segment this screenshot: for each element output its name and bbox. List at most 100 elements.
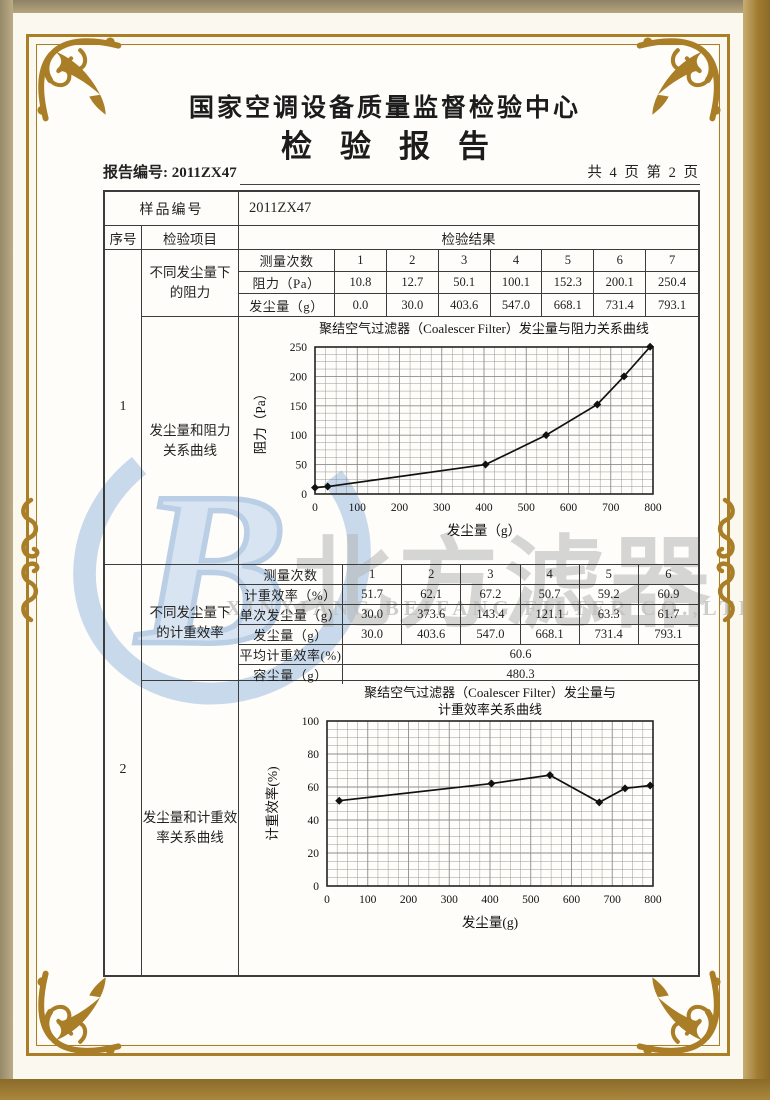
table-cell: 2 xyxy=(386,250,439,272)
svg-text:0: 0 xyxy=(301,489,307,501)
row-label: 测量次数 xyxy=(239,250,335,272)
table-cell: 50.7 xyxy=(520,585,580,605)
item-resistance: 不同发尘量下 的阻力 xyxy=(142,250,239,317)
dust-capacity-value: 480.3 xyxy=(506,667,535,681)
item-resistance-curve: 发尘量和阻力 关系曲线 xyxy=(142,317,239,565)
frame-corner-ornament-icon xyxy=(37,970,122,1055)
table-cell: 63.3 xyxy=(579,605,639,625)
table-cell: 7 xyxy=(646,250,698,272)
svg-text:50: 50 xyxy=(296,460,308,472)
table-cell: 547.0 xyxy=(461,625,521,645)
svg-text:600: 600 xyxy=(563,894,581,906)
svg-text:80: 80 xyxy=(308,749,320,761)
report-number: 报告编号: 2011ZX47 xyxy=(103,165,237,181)
table-cell: 51.7 xyxy=(343,585,403,605)
table-cell: 373.6 xyxy=(402,605,462,625)
svg-text:0: 0 xyxy=(324,894,330,906)
col-header-item: 检验项目 xyxy=(142,226,239,249)
table-cell: 0.0 xyxy=(335,294,387,316)
table-cell: 10.8 xyxy=(335,272,387,294)
col-header-serial: 序号 xyxy=(105,226,142,249)
report-number-rule xyxy=(240,184,700,185)
svg-text:发尘量(g): 发尘量(g) xyxy=(462,915,518,930)
row-label: 测量次数 xyxy=(239,565,343,585)
svg-text:0: 0 xyxy=(313,881,319,893)
table-cell: 731.4 xyxy=(579,625,639,645)
efficiency-curve-chart: 0 100 200 300 400 500 600 700 800 0 20 40 60 80 100 聚结空… xyxy=(264,685,662,930)
table-cell: 547.0 xyxy=(491,294,543,316)
frame-band-right xyxy=(743,0,770,1100)
serial-1: 1 xyxy=(105,250,142,565)
table-cell: 12.7 xyxy=(386,272,439,294)
svg-text:40: 40 xyxy=(308,815,320,827)
sample-no-value: 2011ZX47 xyxy=(249,200,312,216)
svg-text:300: 300 xyxy=(441,894,459,906)
svg-text:100: 100 xyxy=(290,430,308,442)
row-label: 平均计重效率(%) xyxy=(239,645,343,665)
table-cell: 731.4 xyxy=(594,294,647,316)
table-cell: 5 xyxy=(579,565,639,585)
table-cell: 668.1 xyxy=(542,294,595,316)
table-cell: 152.3 xyxy=(542,272,595,294)
frame-gold-line-inner xyxy=(36,44,720,1046)
svg-text:200: 200 xyxy=(391,502,409,514)
table-cell: 62.1 xyxy=(402,585,462,605)
table-cell: 30.0 xyxy=(387,294,439,316)
svg-text:500: 500 xyxy=(522,894,540,906)
svg-text:聚结空气过滤器（Coalescer Filter）发尘量与阻: 聚结空气过滤器（Coalescer Filter）发尘量与阻力关系曲线 xyxy=(319,321,649,336)
svg-text:阻力（Pa）: 阻力（Pa） xyxy=(253,387,268,455)
svg-text:200: 200 xyxy=(290,371,308,383)
table-cell: 793.1 xyxy=(658,297,687,312)
table-cell: 4 xyxy=(520,565,580,585)
table-cell: 2 xyxy=(402,565,462,585)
frame-corner-ornament-icon xyxy=(636,970,721,1055)
frame-scroll-ornament-icon xyxy=(21,497,40,623)
sample-no-label: 样品编号 xyxy=(105,192,239,225)
table-cell: 1 xyxy=(343,565,403,585)
table-cell: 30.0 xyxy=(343,625,403,645)
table-cell: 4 xyxy=(490,250,543,272)
table-cell: 59.2 xyxy=(579,585,639,605)
table-cell: 6 xyxy=(594,250,647,272)
table-cell: 3 xyxy=(461,565,521,585)
resistance-measurement-table: 测量次数 1 2 3 4 5 6 7 阻力（Pa） 10.8 12.7 50.1… xyxy=(239,250,698,316)
svg-text:800: 800 xyxy=(644,502,662,514)
svg-text:400: 400 xyxy=(475,502,493,514)
svg-text:300: 300 xyxy=(433,502,451,514)
svg-text:250: 250 xyxy=(290,342,308,354)
table-cell: 30.0 xyxy=(343,605,403,625)
svg-text:计重效率(%): 计重效率(%) xyxy=(264,766,280,840)
svg-text:600: 600 xyxy=(560,502,578,514)
frame-scroll-ornament-icon xyxy=(716,497,735,623)
results-table: 样品编号 2011ZX47 序号 检验项目 检验结果 1 2 不同发尘量下 的阻… xyxy=(103,190,700,977)
table-cell: 100.1 xyxy=(490,272,543,294)
report-title: 检验报告 xyxy=(281,129,517,164)
svg-text:500: 500 xyxy=(518,502,536,514)
svg-text:200: 200 xyxy=(400,894,418,906)
table-cell: 668.1 xyxy=(520,625,580,645)
table-cell: 6 xyxy=(638,565,698,585)
row-label: 发尘量（g） xyxy=(239,625,343,645)
svg-text:100: 100 xyxy=(349,502,367,514)
table-cell: 5 xyxy=(542,250,595,272)
svg-text:聚结空气过滤器（Coalescer Filter）发尘量与: 聚结空气过滤器（Coalescer Filter）发尘量与 xyxy=(364,685,616,700)
item-efficiency-curve: 发尘量和计重效 率关系曲线 xyxy=(142,681,239,975)
svg-text:150: 150 xyxy=(290,401,308,413)
svg-text:100: 100 xyxy=(359,894,377,906)
table-cell: 60.9 xyxy=(638,585,698,605)
table-cell: 200.1 xyxy=(594,272,647,294)
frame-band-top xyxy=(0,0,770,13)
table-cell: 1 xyxy=(335,250,387,272)
svg-text:计重效率关系曲线: 计重效率关系曲线 xyxy=(438,702,542,717)
frame-gold-line-outer xyxy=(26,34,730,1056)
svg-text:800: 800 xyxy=(644,894,662,906)
table-cell: 793.1 xyxy=(638,625,698,645)
table-cell: 403.6 xyxy=(439,294,491,316)
svg-text:20: 20 xyxy=(308,848,320,860)
svg-text:700: 700 xyxy=(602,502,620,514)
table-cell: 250.4 xyxy=(646,272,698,294)
org-title: 国家空调设备质量监督检验中心 xyxy=(188,95,581,122)
svg-text:60: 60 xyxy=(308,782,320,794)
table-cell: 50.1 xyxy=(438,272,491,294)
svg-text:发尘量（g）: 发尘量（g） xyxy=(447,523,521,538)
